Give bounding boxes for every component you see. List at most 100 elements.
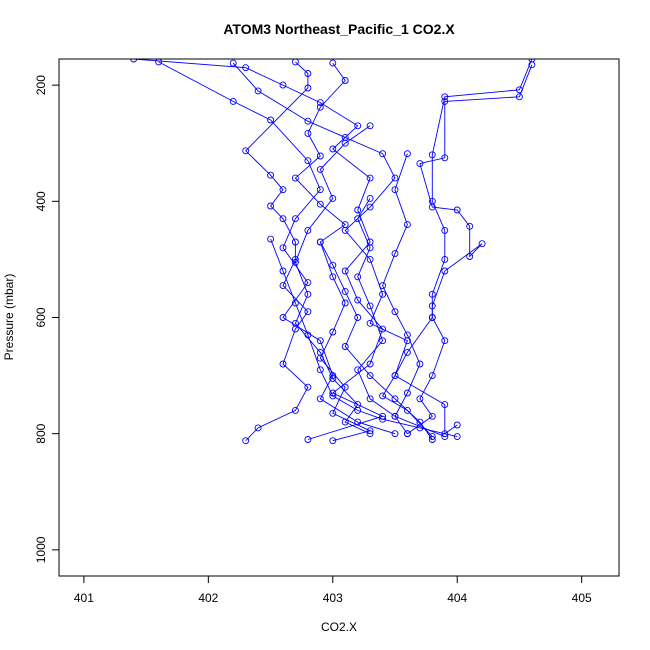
data-point xyxy=(155,59,163,66)
data-point xyxy=(316,99,324,107)
profile-series xyxy=(242,59,312,445)
data-point xyxy=(379,337,387,345)
data-point xyxy=(391,250,399,258)
data-point xyxy=(428,151,436,159)
x-axis-label: CO2.X xyxy=(321,620,357,634)
data-point xyxy=(242,147,250,155)
profile-series xyxy=(379,150,449,441)
data-point xyxy=(329,145,337,153)
data-point xyxy=(291,174,299,182)
data-point xyxy=(441,255,449,263)
data-point xyxy=(466,253,474,260)
y-axis: 200 400 600 800 1000 xyxy=(34,75,60,563)
data-point xyxy=(416,395,424,403)
data-point xyxy=(329,261,337,269)
data-point xyxy=(316,186,324,194)
data-point xyxy=(354,122,362,130)
data-point xyxy=(403,150,411,158)
data-point xyxy=(304,117,312,125)
data-point xyxy=(441,430,449,438)
data-point xyxy=(428,203,436,211)
data-point xyxy=(242,64,250,72)
data-point xyxy=(304,129,312,137)
profile-series xyxy=(354,194,411,438)
data-point xyxy=(304,308,312,316)
data-point xyxy=(304,226,312,234)
data-point xyxy=(329,392,337,400)
profile-line xyxy=(245,61,309,442)
data-point xyxy=(329,194,337,202)
data-point xyxy=(354,296,362,304)
profile-line xyxy=(394,64,533,435)
data-point xyxy=(279,81,287,89)
data-point xyxy=(391,430,399,438)
data-point xyxy=(416,360,424,368)
data-point xyxy=(254,87,262,95)
data-point xyxy=(428,290,436,298)
data-point xyxy=(304,331,312,339)
data-point xyxy=(291,258,299,266)
data-point xyxy=(242,437,250,445)
y-axis-label: Pressure (mbar) xyxy=(2,274,16,361)
data-point xyxy=(304,383,312,391)
y-tick-label: 800 xyxy=(34,423,48,443)
data-point xyxy=(379,290,387,298)
data-point xyxy=(316,366,324,374)
profile-line xyxy=(133,59,384,440)
data-point xyxy=(391,372,399,380)
data-point xyxy=(291,59,299,66)
profile-line xyxy=(270,238,458,438)
data-point xyxy=(366,427,374,435)
y-tick-label: 400 xyxy=(34,191,48,211)
data-point xyxy=(267,116,275,124)
profile-line xyxy=(319,241,433,440)
data-point xyxy=(403,389,411,397)
data-point xyxy=(441,267,449,275)
data-point xyxy=(291,299,299,307)
data-point xyxy=(453,433,461,441)
x-tick-label: 402 xyxy=(198,591,218,605)
data-point xyxy=(291,319,299,327)
data-point xyxy=(453,421,461,429)
data-point xyxy=(341,383,349,391)
data-point xyxy=(316,238,324,246)
data-point xyxy=(341,267,349,275)
data-point xyxy=(403,406,411,414)
data-point xyxy=(329,375,337,382)
data-point xyxy=(341,139,349,147)
data-point xyxy=(267,171,275,179)
data-point xyxy=(279,244,287,252)
data-point xyxy=(428,302,436,310)
profile-series xyxy=(403,59,536,438)
data-point xyxy=(291,215,299,223)
data-point xyxy=(341,343,349,350)
data-point xyxy=(366,203,374,211)
data-point xyxy=(391,308,399,316)
data-point xyxy=(279,215,287,223)
x-tick-label: 401 xyxy=(74,591,94,605)
data-point xyxy=(304,290,312,298)
data-point xyxy=(341,221,349,229)
data-point xyxy=(366,360,374,368)
data-point xyxy=(329,409,337,417)
profile-line xyxy=(158,61,396,435)
data-point xyxy=(304,157,312,165)
data-point xyxy=(354,273,362,281)
data-point xyxy=(366,174,374,182)
data-point xyxy=(316,200,324,208)
y-tick-label: 600 xyxy=(34,307,48,327)
data-point xyxy=(316,103,324,111)
data-point xyxy=(354,215,362,223)
profile-line xyxy=(232,62,433,437)
data-point xyxy=(528,61,536,69)
data-point xyxy=(441,337,449,345)
data-point xyxy=(341,77,349,84)
x-tick-label: 405 xyxy=(572,591,592,605)
data-point xyxy=(366,430,374,438)
data-point xyxy=(428,372,436,380)
data-point xyxy=(329,273,337,281)
data-point xyxy=(304,279,312,287)
data-point xyxy=(229,59,237,67)
x-tick-label: 403 xyxy=(323,591,343,605)
